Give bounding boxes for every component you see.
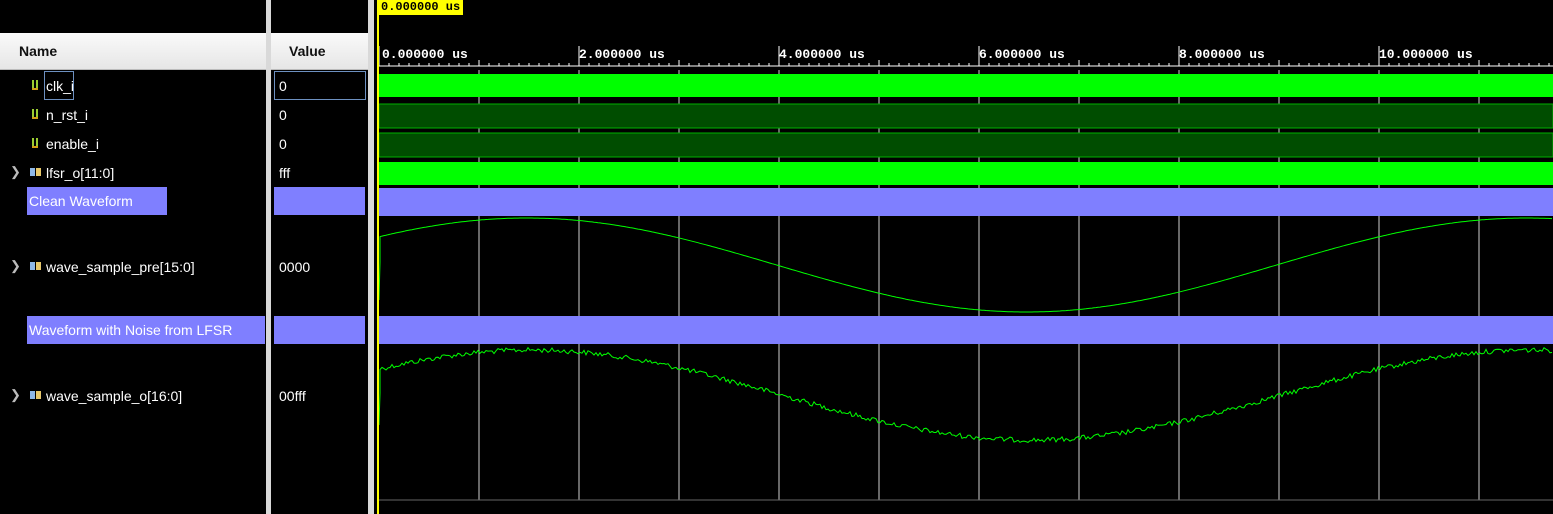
n-rst-waveform <box>378 103 1553 129</box>
name-header-label: Name <box>19 43 58 59</box>
signal-value: 0000 <box>279 259 311 275</box>
time-ruler-minor-ticks <box>378 46 1550 66</box>
signal-value: 0 <box>279 136 287 152</box>
selection-outline <box>274 71 366 100</box>
signal-row-enable[interactable]: enable_i <box>0 129 266 158</box>
panel-splitter[interactable] <box>368 0 374 514</box>
signal-value: fff <box>279 165 291 181</box>
bit-signal-icon <box>32 138 38 148</box>
divider-value-clean <box>274 187 365 215</box>
signal-name: lfsr_o[11:0] <box>46 165 115 181</box>
signal-name: n_rst_i <box>46 107 89 123</box>
signal-name: clk_i <box>46 78 75 94</box>
value-panel: Value 0 0 0 fff 0000 00fff <box>271 0 368 514</box>
cursor-time-label[interactable]: 0.000000 us <box>378 0 464 15</box>
divider-label: Waveform with Noise from LFSR <box>29 322 233 338</box>
value-column-header[interactable]: Value <box>271 33 368 70</box>
signal-row-n-rst[interactable]: n_rst_i <box>0 100 266 129</box>
time-tick-label: 6.000000 us <box>979 47 1065 62</box>
value-row-lfsr[interactable]: fff <box>271 158 368 187</box>
signal-row-lfsr[interactable]: ❯ lfsr_o[11:0] <box>0 158 266 187</box>
waveform-canvas[interactable] <box>374 0 1553 514</box>
signal-value: 0 <box>279 107 287 123</box>
signal-name: enable_i <box>46 136 99 152</box>
signal-row-clk[interactable]: clk_i <box>0 71 266 100</box>
wave-sample-o-trace <box>378 346 1553 443</box>
signal-value: 0 <box>279 78 287 94</box>
enable-waveform <box>378 132 1553 158</box>
time-tick-label: 0.000000 us <box>382 47 468 62</box>
divider-noise-waveform[interactable]: Waveform with Noise from LFSR <box>27 316 265 344</box>
name-panel: Name clk_i n_rst_i enable_i ❯ lfsr_o[11:… <box>0 0 266 514</box>
name-column-header[interactable]: Name <box>0 33 266 70</box>
time-tick-label: 8.000000 us <box>1179 47 1265 62</box>
value-panel-top <box>271 0 368 33</box>
time-tick-label: 10.000000 us <box>1379 47 1473 62</box>
chevron-right-icon[interactable]: ❯ <box>10 258 21 273</box>
divider-clean-waveform[interactable]: Clean Waveform <box>27 187 167 215</box>
divider-value-noise <box>274 316 365 344</box>
signal-row-wave-sample-pre[interactable]: ❯ wave_sample_pre[15:0] <box>0 252 266 281</box>
divider-band-noise <box>379 316 1553 344</box>
value-row-n-rst[interactable]: 0 <box>271 100 368 129</box>
value-row-wave-sample-o[interactable]: 00fff <box>271 381 368 410</box>
selection-outline <box>44 71 74 100</box>
value-header-label: Value <box>289 43 326 59</box>
waveform-viewer[interactable]: 0.000000 us 0.000000 us 2.000000 us 4.00… <box>374 0 1553 514</box>
chevron-right-icon[interactable]: ❯ <box>10 387 21 402</box>
signal-name: wave_sample_o[16:0] <box>46 388 183 404</box>
value-row-enable[interactable]: 0 <box>271 129 368 158</box>
bus-signal-icon <box>30 262 41 270</box>
bus-signal-icon <box>30 391 41 399</box>
signal-value: 00fff <box>279 388 306 404</box>
panel-splitter[interactable] <box>266 0 271 514</box>
name-panel-top <box>0 0 266 33</box>
time-tick-label: 4.000000 us <box>779 47 865 62</box>
wave-sample-pre-trace <box>378 217 1553 313</box>
signal-name: wave_sample_pre[15:0] <box>46 259 195 275</box>
lfsr-waveform <box>379 162 1553 185</box>
value-row-wave-sample-pre[interactable]: 0000 <box>271 252 368 281</box>
bit-signal-icon <box>32 80 38 90</box>
time-tick-label: 2.000000 us <box>579 47 665 62</box>
bus-signal-icon <box>30 168 41 176</box>
value-row-clk[interactable]: 0 <box>271 71 368 100</box>
divider-label: Clean Waveform <box>29 193 133 209</box>
chevron-right-icon[interactable]: ❯ <box>10 164 21 179</box>
signal-row-wave-sample-o[interactable]: ❯ wave_sample_o[16:0] <box>0 381 266 410</box>
divider-band-clean <box>379 188 1553 216</box>
clk-waveform <box>379 74 1553 97</box>
bit-signal-icon <box>32 109 38 119</box>
